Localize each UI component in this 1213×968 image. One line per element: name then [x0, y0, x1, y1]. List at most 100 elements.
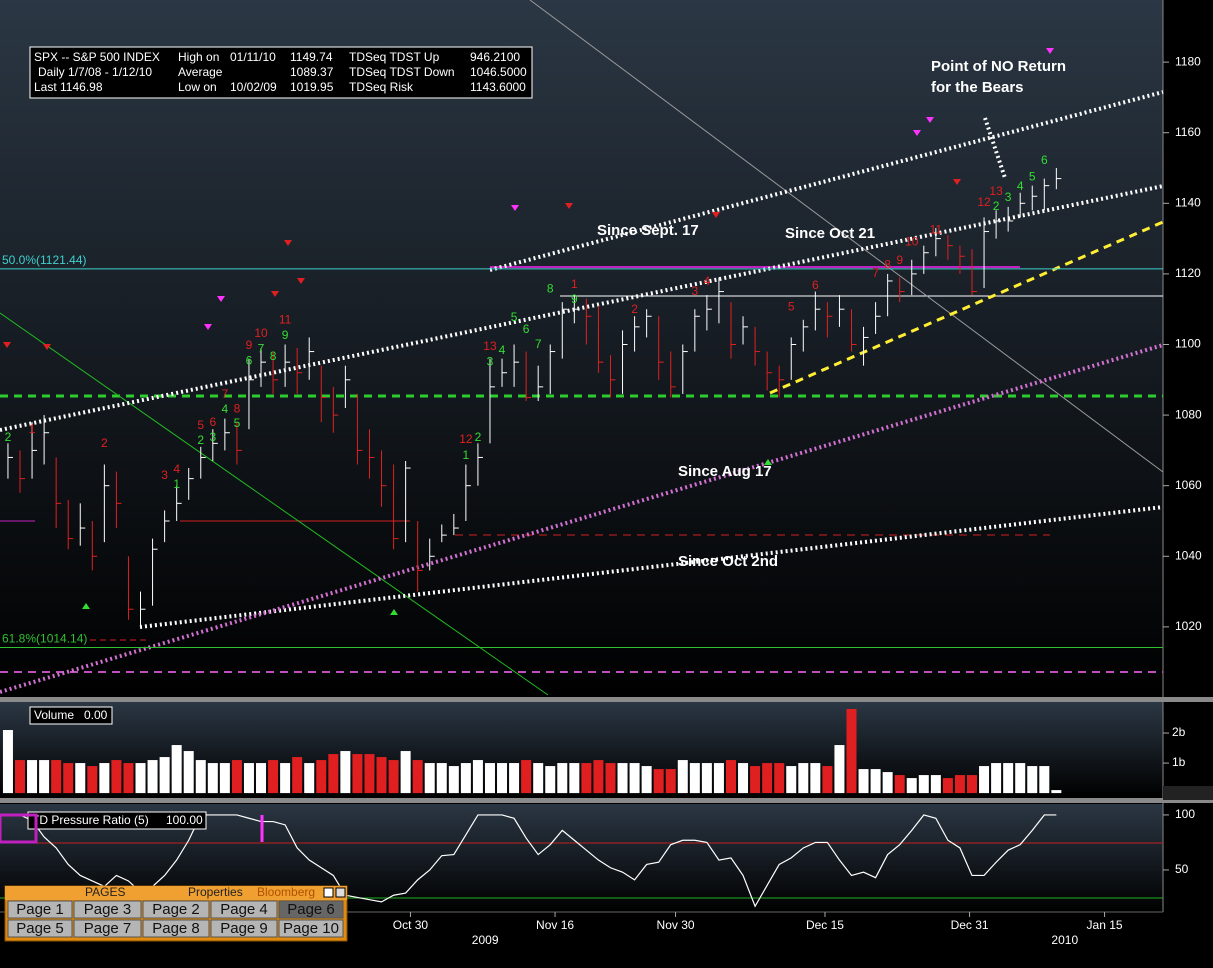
page-button[interactable]	[7, 900, 73, 919]
td-count: 2	[475, 430, 482, 444]
arrow	[565, 203, 573, 209]
separator	[0, 697, 1213, 702]
y-tick-label: 1160	[1175, 125, 1201, 139]
volume-bar	[195, 760, 206, 794]
page-button-label[interactable]: Page 1	[16, 901, 64, 918]
volume-bar	[268, 760, 279, 794]
year-label: 2010	[1051, 933, 1078, 947]
page-button-label[interactable]: Page 4	[220, 901, 268, 918]
volume-bar	[641, 766, 652, 794]
y-tick-label: 1b	[1172, 755, 1186, 769]
page-button[interactable]	[73, 900, 142, 919]
axis-box	[1163, 786, 1213, 800]
page-button[interactable]	[278, 919, 344, 938]
info-box: SPX -- S&P 500 INDEX High on 01/11/10 1149.…	[29, 46, 533, 99]
td-count: 3	[161, 468, 168, 482]
page-button[interactable]	[7, 919, 73, 938]
arrow	[953, 179, 961, 185]
trend-line	[0, 312, 549, 696]
info-cell: TDSeq Risk	[349, 80, 414, 94]
window-button[interactable]	[335, 887, 346, 898]
volume-bar	[689, 763, 700, 794]
page-button[interactable]	[278, 900, 344, 919]
info-cell: 01/11/10	[230, 50, 276, 64]
volume-bar	[942, 778, 953, 794]
info-cell: SPX -- S&P 500 INDEX	[34, 50, 160, 64]
volume-bar	[123, 763, 134, 794]
plot: 10201040106010801100112011401160118050.0…	[0, 54, 1202, 947]
td-count: 1	[463, 448, 470, 462]
page-button[interactable]	[73, 919, 142, 938]
volume-bar	[1015, 763, 1026, 794]
page-button-label[interactable]: Page 6	[287, 901, 335, 918]
td-count: 13	[989, 184, 1003, 198]
annotation: Since Aug 17	[678, 463, 772, 480]
volume-bar	[436, 763, 447, 794]
info-cell: Average	[178, 65, 223, 79]
td-count: 6	[523, 322, 530, 336]
study-lines	[0, 0, 1164, 899]
td-count: 1	[571, 277, 578, 291]
info-cell: 1143.6000	[470, 80, 526, 94]
volume-bar	[762, 763, 773, 794]
volume-bar	[786, 766, 797, 794]
pages-tab[interactable]: Properties	[188, 885, 243, 899]
page-button[interactable]	[142, 919, 210, 938]
x-tick-label: Dec 15	[806, 918, 844, 932]
page-button-label[interactable]: Page 2	[152, 901, 200, 918]
volume-bar	[750, 766, 761, 794]
volume-bar	[846, 709, 857, 794]
volume-bar	[545, 766, 556, 794]
panel-value: 100.00	[166, 813, 203, 827]
trend-line	[769, 220, 1164, 395]
volume-bar	[400, 751, 411, 794]
td-count: 8	[884, 257, 891, 271]
pages-tab[interactable]: Bloomberg	[257, 885, 315, 899]
page-button[interactable]	[142, 900, 210, 919]
volume-bar	[424, 763, 435, 794]
volume-bar	[63, 763, 74, 794]
pages-header	[5, 886, 347, 900]
page-button-label[interactable]: Page 8	[152, 920, 200, 937]
volume-bar	[1003, 763, 1014, 794]
page-button-label[interactable]: Page 10	[283, 920, 339, 937]
arrow	[82, 603, 90, 609]
volume-bar	[509, 763, 520, 794]
info-cell: High on	[178, 50, 219, 64]
trend-line	[0, 184, 1164, 432]
volume-bar	[882, 772, 893, 794]
td-count: 7	[872, 266, 879, 280]
volume-bar	[725, 760, 736, 794]
td-count: 3	[487, 354, 494, 368]
y-tick-label: 1120	[1175, 266, 1201, 280]
panel-header	[27, 811, 207, 830]
page-button[interactable]	[210, 919, 278, 938]
volume-bar	[1039, 766, 1050, 794]
page-button-label[interactable]: Page 3	[84, 901, 132, 918]
arrow	[3, 342, 11, 348]
info-cell: TDSeq TDST Down	[349, 65, 455, 79]
volume-bar	[364, 754, 375, 794]
volume-bar	[243, 763, 254, 794]
arrow	[217, 296, 225, 302]
highlight	[0, 813, 38, 844]
td-count: 6	[812, 278, 819, 292]
page-buttons: Page 1 Page 3 Page 2 Page 4 Page 6 Page 5 Page…	[7, 900, 344, 938]
page-button-label[interactable]: Page 9	[220, 920, 268, 937]
page-button-label[interactable]: Page 5	[16, 920, 64, 937]
td-count: 5	[1029, 169, 1036, 183]
info-cell: TDSeq TDST Up	[349, 50, 440, 64]
td-count: 7	[222, 387, 229, 401]
page-button[interactable]	[210, 900, 278, 919]
window-button[interactable]	[323, 887, 334, 898]
arrow	[204, 324, 212, 330]
arrow	[511, 205, 519, 211]
volume-bar	[798, 763, 809, 794]
volume-bar	[352, 754, 363, 794]
td-count: 2	[101, 436, 108, 450]
page-button-label[interactable]: Page 7	[84, 920, 132, 937]
trend-line	[139, 505, 1164, 629]
volume-bar	[15, 760, 26, 794]
volume-bar	[810, 763, 821, 794]
